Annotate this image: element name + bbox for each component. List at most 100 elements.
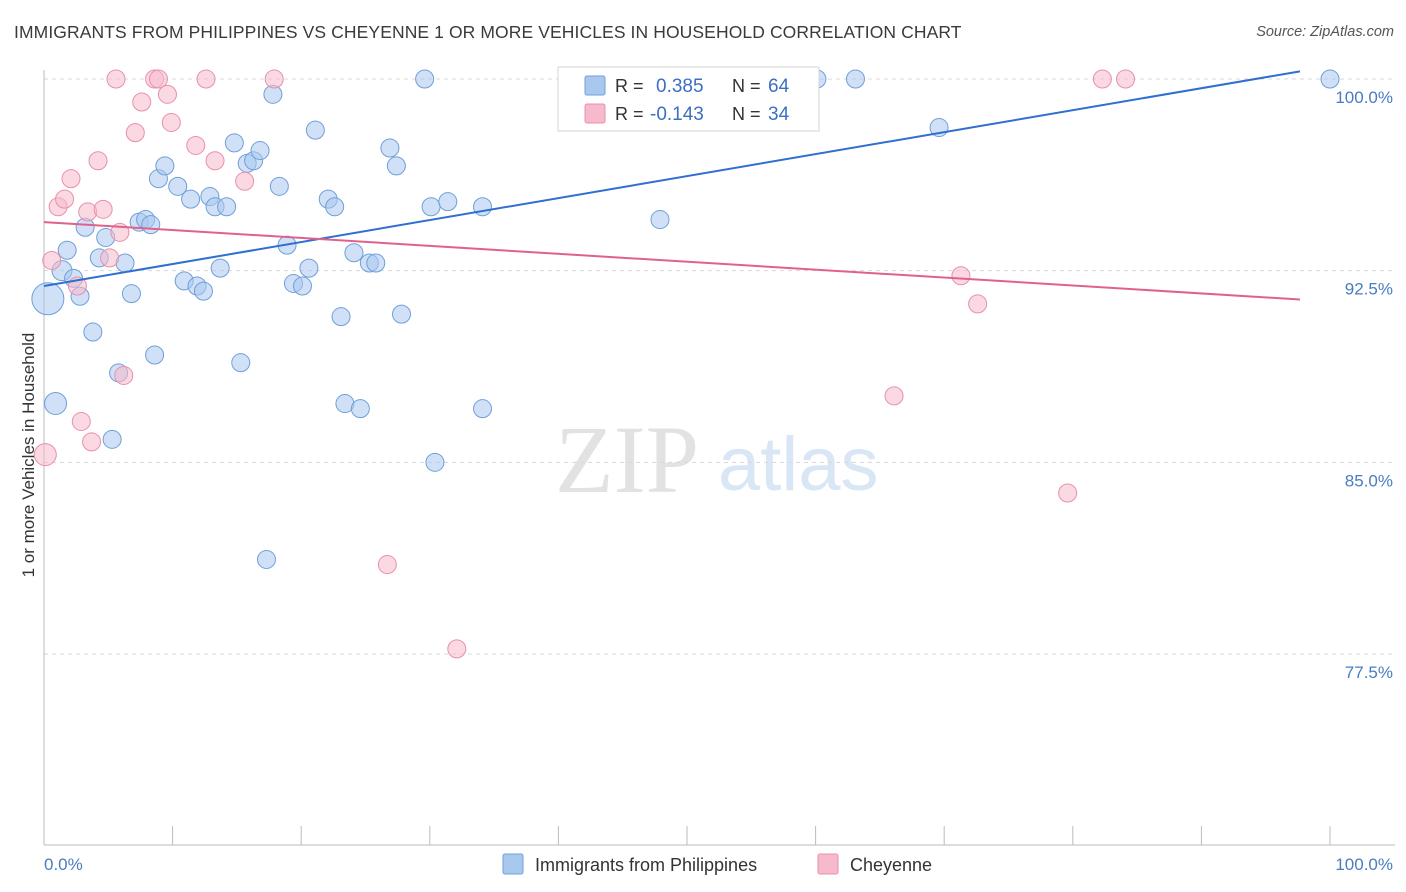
philippines-point [224,133,244,153]
cheyenne-trend-line [43,221,1301,301]
cheyenne-point [82,432,102,452]
philippines-point [305,120,325,140]
cheyenne-point [132,92,152,112]
trend-lines [43,70,1301,301]
philippines-point [350,399,370,419]
stats-n-value-2: 34 [768,104,790,125]
cheyenne-point [196,69,216,89]
cheyenne-point [951,266,971,286]
philippines-point [650,210,670,230]
philippines-trend-line [43,70,1301,287]
philippines-point [181,189,201,209]
stats-r-value-1: 0.385 [656,76,704,97]
watermark-zip: ZIP [555,406,699,513]
philippines-point [366,253,386,273]
philippines-point [292,276,312,296]
cheyenne-point [100,248,120,268]
y-tick-label: 100.0% [1335,88,1393,107]
cheyenne-point [42,250,62,270]
y-axis-label: 1 or more Vehicles in Household [19,333,38,578]
cheyenne-point [1116,69,1136,89]
stats-r-label-2: R = [615,104,644,124]
cheyenne-point [71,411,91,431]
cheyenne-point [88,151,108,171]
philippines-point [415,69,435,89]
philippines-point [438,192,458,212]
philippines-point [168,176,188,196]
cheyenne-point [114,365,134,385]
stats-n-value-1: 64 [768,76,790,97]
philippines-point [231,353,251,373]
watermark-atlas: atlas [718,422,879,507]
stats-swatch-cheyenne [584,103,606,124]
philippines-point [269,176,289,196]
cheyenne-point [447,639,467,659]
philippines-point [145,345,165,365]
philippines-point [425,452,445,472]
chart-title: IMMIGRANTS FROM PHILIPPINES VS CHEYENNE … [14,22,962,42]
legend-swatch-philippines [502,853,524,875]
x-tick-label: 100.0% [1335,855,1393,874]
philippines-point [256,549,276,569]
series-legend: Immigrants from Philippines Cheyenne [502,853,932,875]
philippines-point [155,156,175,176]
y-tick-label: 77.5% [1345,663,1393,682]
philippines-point [193,281,213,301]
philippines-point [299,258,319,278]
cheyenne-point [157,84,177,104]
philippines-point [83,322,103,342]
philippines-point [31,282,65,316]
philippines-point [421,197,441,217]
stats-legend: R = 0.385 N = 64 R = -0.143 N = 34 [557,66,820,132]
philippines-point [102,429,122,449]
cheyenne-point [884,386,904,406]
y-tick-label: 92.5% [1345,280,1393,299]
cheyenne-point [61,169,81,189]
philippines-point [57,240,77,260]
cheyenne-point [968,294,988,314]
philippines-point [344,243,364,263]
stats-n-label-1: N = [732,76,761,96]
stats-n-label-2: N = [732,104,761,124]
source-label: Source: ZipAtlas.com [1256,24,1394,40]
axes: 77.5% 85.0% 92.5% 100.0% 0.0% 100.0% [43,70,1395,874]
scatter-points [31,69,1340,659]
philippines-point [331,307,351,327]
cheyenne-point [125,123,145,143]
philippines-point [121,284,141,304]
philippines-point [392,304,412,324]
philippines-point [380,138,400,158]
philippines-point [386,156,406,176]
philippines-point [473,399,493,419]
cheyenne-point [55,189,75,209]
cheyenne-point [186,135,206,155]
cheyenne-point [93,199,113,219]
cheyenne-point [33,443,57,467]
philippines-point [217,197,237,217]
cheyenne-point [264,69,284,89]
philippines-point [250,141,270,161]
cheyenne-point [148,69,168,89]
cheyenne-point [1058,483,1078,503]
legend-label-cheyenne: Cheyenne [850,855,932,875]
cheyenne-point [377,555,397,575]
stats-swatch-philippines [584,75,606,96]
stats-r-value-2: -0.143 [650,104,704,125]
legend-label-philippines: Immigrants from Philippines [535,855,757,875]
cheyenne-point [161,112,181,132]
philippines-point [325,197,345,217]
cheyenne-point [235,171,255,191]
cheyenne-point [106,69,126,89]
philippines-point [1320,69,1340,89]
philippines-point [141,215,161,235]
philippines-point [210,258,230,278]
philippines-point [845,69,865,89]
philippines-point [44,392,68,416]
cheyenne-point [205,151,225,171]
stats-r-label-1: R = [615,76,644,96]
legend-swatch-cheyenne [817,853,839,875]
cheyenne-point [1092,69,1112,89]
y-tick-label: 85.0% [1345,471,1393,490]
x-tick-label: 0.0% [44,855,83,874]
